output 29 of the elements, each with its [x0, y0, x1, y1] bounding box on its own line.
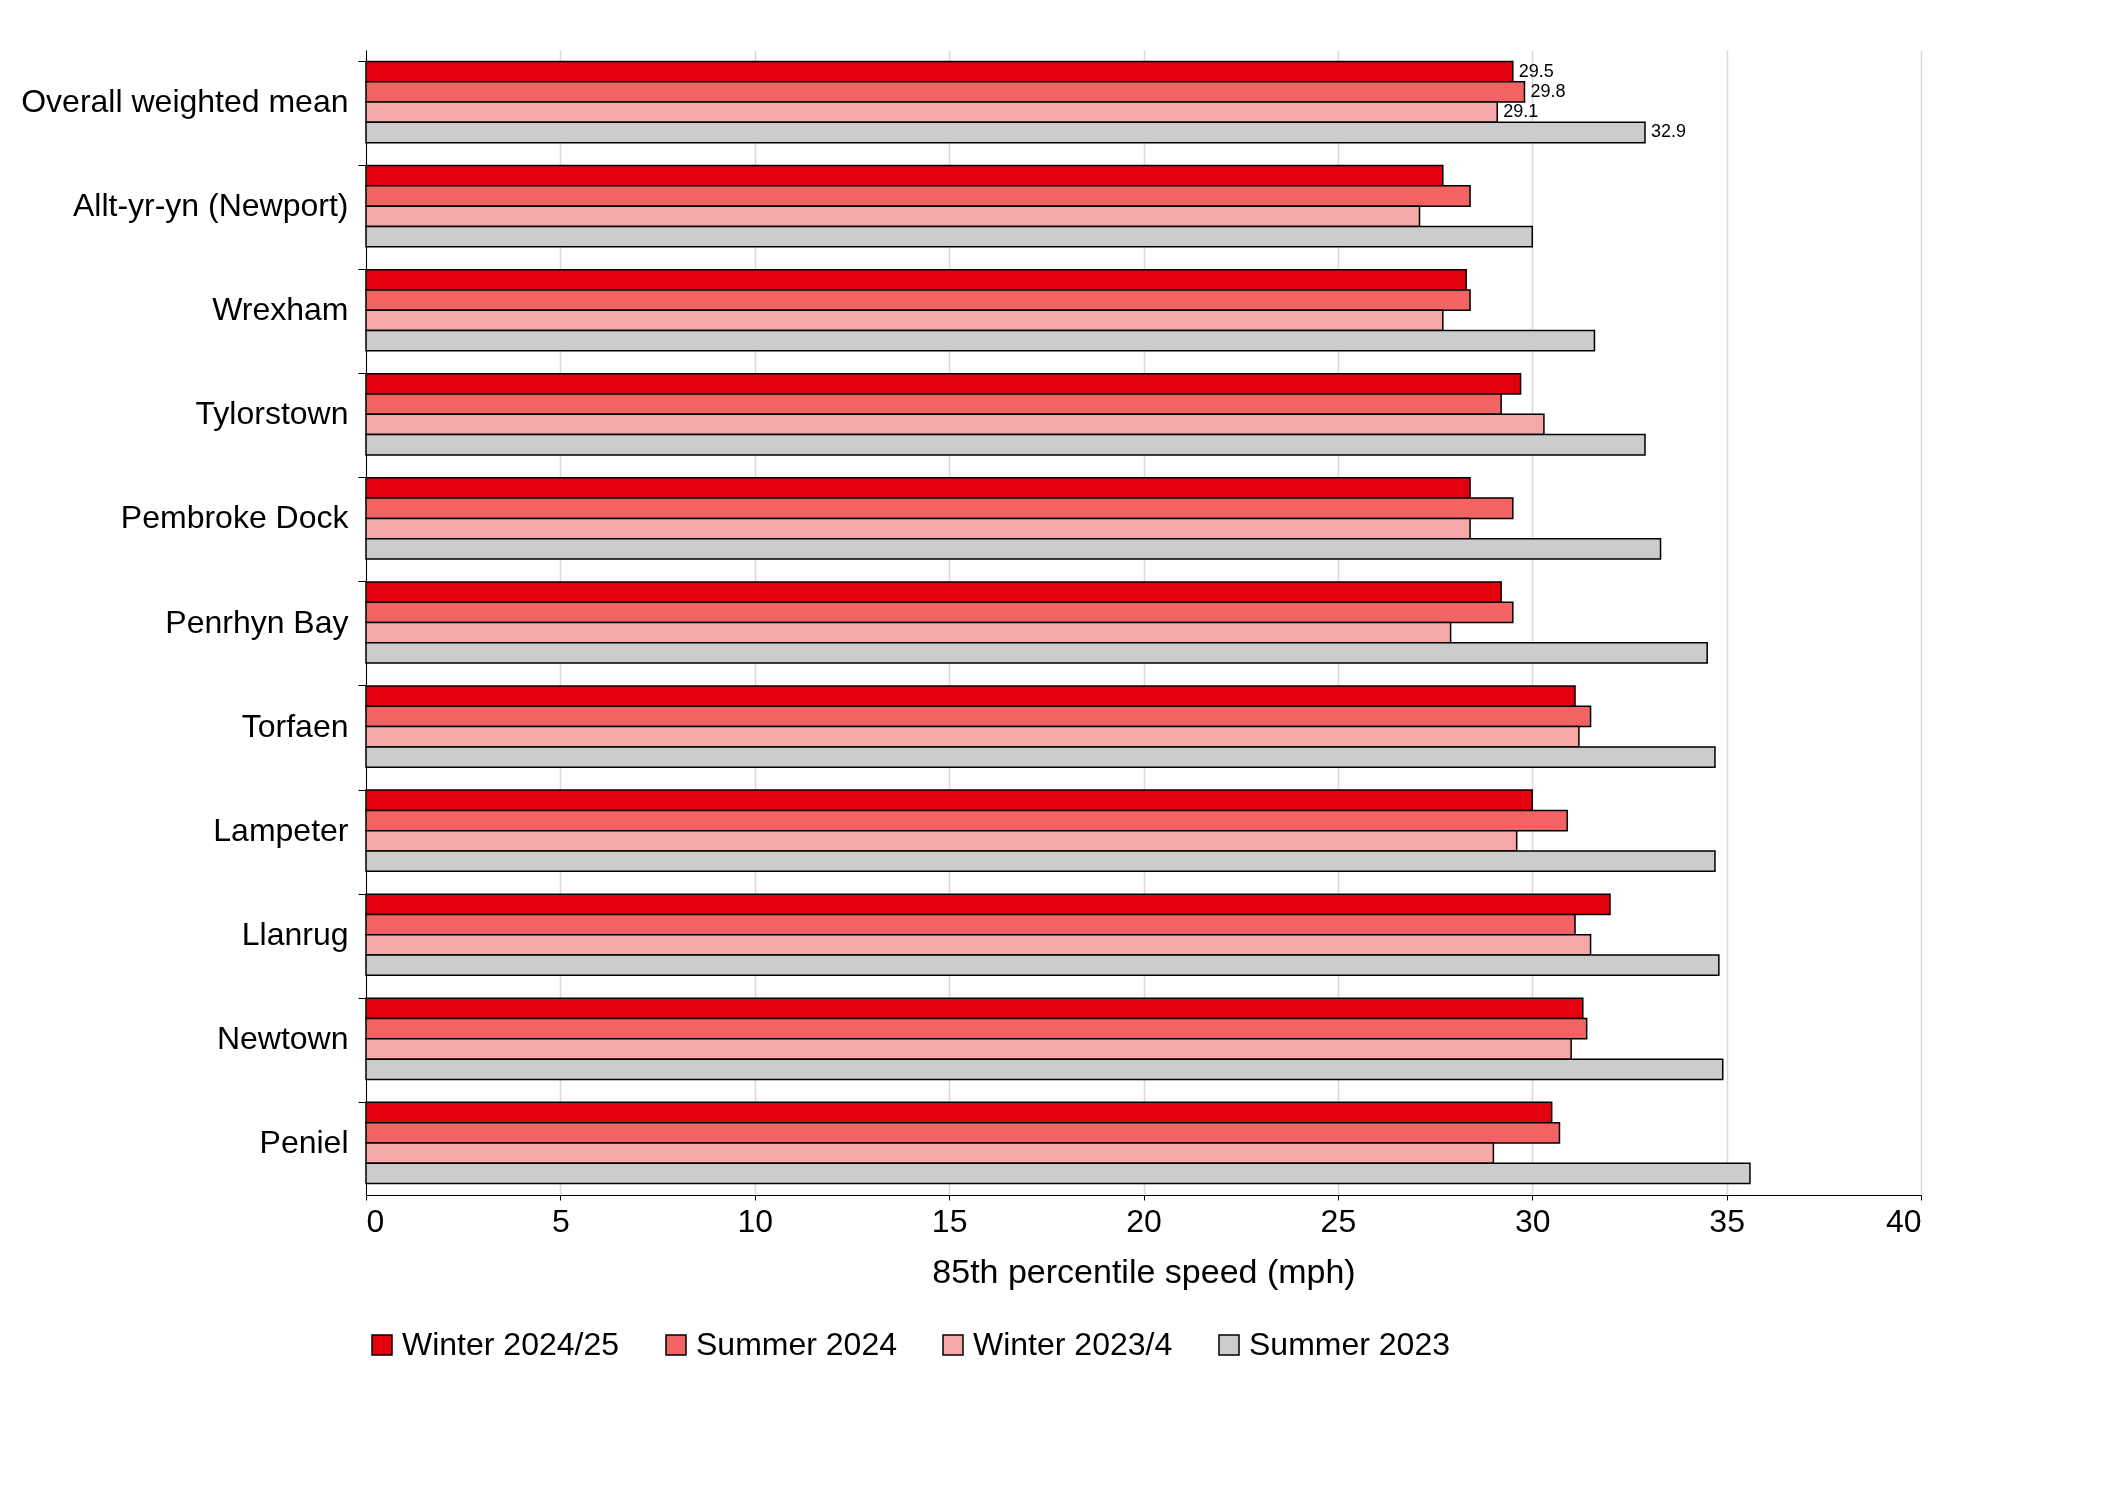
x-tick-label: 15 — [931, 1202, 968, 1239]
x-tick-label: 40 — [1885, 1202, 1922, 1239]
x-tick-label: 0 — [366, 1202, 385, 1239]
y-tick-label: Penrhyn Bay — [165, 603, 349, 640]
data-label: 32.9 — [1650, 121, 1687, 142]
y-tick-label: Peniel — [259, 1123, 349, 1160]
data-label: 29.1 — [1503, 101, 1539, 122]
y-tick-label: Allt-yr-yn (Newport) — [72, 187, 349, 224]
y-tick-label: Overall weighted mean — [21, 83, 349, 120]
y-tick-label: Lampeter — [213, 811, 349, 848]
x-tick-label: 20 — [1126, 1202, 1162, 1239]
x-axis-title: 85th percentile speed (mph) — [932, 1251, 1356, 1290]
legend-label: Winter 2023/4 — [973, 1326, 1173, 1362]
y-tick-label: Llanrug — [241, 915, 349, 952]
data-label: 29.8 — [1530, 80, 1566, 101]
y-tick-label: Wrexham — [212, 291, 349, 328]
x-tick-label: 5 — [551, 1202, 570, 1239]
x-tick-label: 35 — [1709, 1202, 1745, 1239]
legend-label: Summer 2024 — [696, 1326, 897, 1362]
x-tick-label: 30 — [1514, 1202, 1551, 1239]
y-tick-label: Pembroke Dock — [120, 499, 350, 536]
y-tick-label: Torfaen — [241, 707, 349, 744]
data-label: 29.5 — [1518, 60, 1554, 81]
legend-label: Summer 2023 — [1249, 1326, 1450, 1362]
y-tick-label: Newtown — [216, 1019, 349, 1056]
x-tick-label: 25 — [1320, 1202, 1357, 1239]
y-tick-label: Tylorstown — [195, 395, 349, 432]
legend-label: Winter 2024/25 — [402, 1326, 620, 1362]
x-tick-label: 10 — [737, 1202, 774, 1239]
